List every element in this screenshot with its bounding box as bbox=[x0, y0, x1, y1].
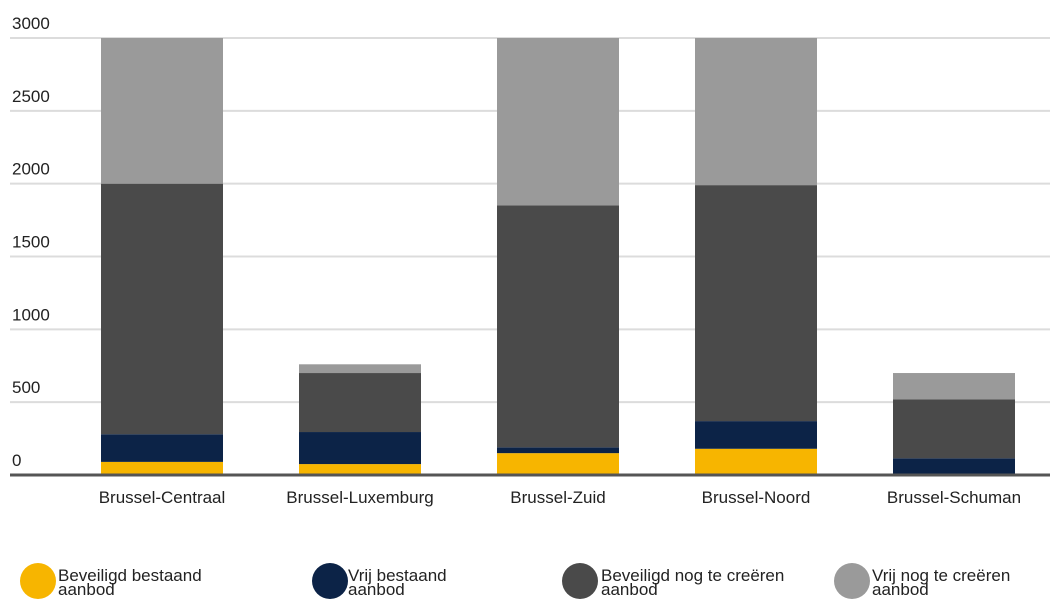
bar-segment bbox=[299, 464, 421, 475]
x-tick-label: Brussel-Noord bbox=[702, 488, 811, 507]
bar-segment bbox=[893, 373, 1015, 400]
bar-segment bbox=[497, 447, 619, 454]
y-tick-label: 1500 bbox=[12, 233, 50, 252]
y-tick-label: 2000 bbox=[12, 160, 50, 179]
bar-segment bbox=[695, 185, 817, 422]
legend-swatch bbox=[834, 563, 870, 599]
bar-segment bbox=[299, 432, 421, 465]
legend-swatch bbox=[562, 563, 598, 599]
y-tick-label: 500 bbox=[12, 378, 40, 397]
legend-swatch bbox=[312, 563, 348, 599]
bar-segment bbox=[101, 38, 223, 184]
x-tick-label: Brussel-Zuid bbox=[510, 488, 605, 507]
y-tick-label: 0 bbox=[12, 451, 21, 470]
x-tick-label: Brussel-Centraal bbox=[99, 488, 226, 507]
legend-label: Vrij nog te creëren aanbod bbox=[872, 566, 1011, 599]
x-tick-label: Brussel-Luxemburg bbox=[286, 488, 433, 507]
y-tick-label: 1000 bbox=[12, 305, 50, 324]
legend-swatch bbox=[20, 563, 56, 599]
legend-label: Beveiligd bestaand aanbod bbox=[58, 566, 202, 599]
bar-segment bbox=[299, 373, 421, 433]
x-tick-label: Brussel-Schuman bbox=[887, 488, 1021, 507]
bar-segment bbox=[893, 399, 1015, 459]
bar-segment bbox=[497, 205, 619, 448]
y-tick-label: 3000 bbox=[12, 14, 50, 33]
bar-segment bbox=[695, 421, 817, 449]
bar-segment bbox=[101, 434, 223, 462]
bar-segment bbox=[101, 183, 223, 435]
bar-segment bbox=[497, 453, 619, 475]
bar-segment bbox=[695, 448, 817, 475]
y-tick-label: 2500 bbox=[12, 87, 50, 106]
bar-segment bbox=[893, 458, 1015, 475]
legend-label: Vrij bestaand aanbod bbox=[348, 566, 447, 599]
bar-segment bbox=[695, 38, 817, 186]
bar-segment bbox=[101, 461, 223, 475]
bar-segment bbox=[497, 38, 619, 206]
legend-label: Beveiligd nog te creëren aanbod bbox=[601, 566, 785, 599]
bar-segment bbox=[299, 364, 421, 374]
